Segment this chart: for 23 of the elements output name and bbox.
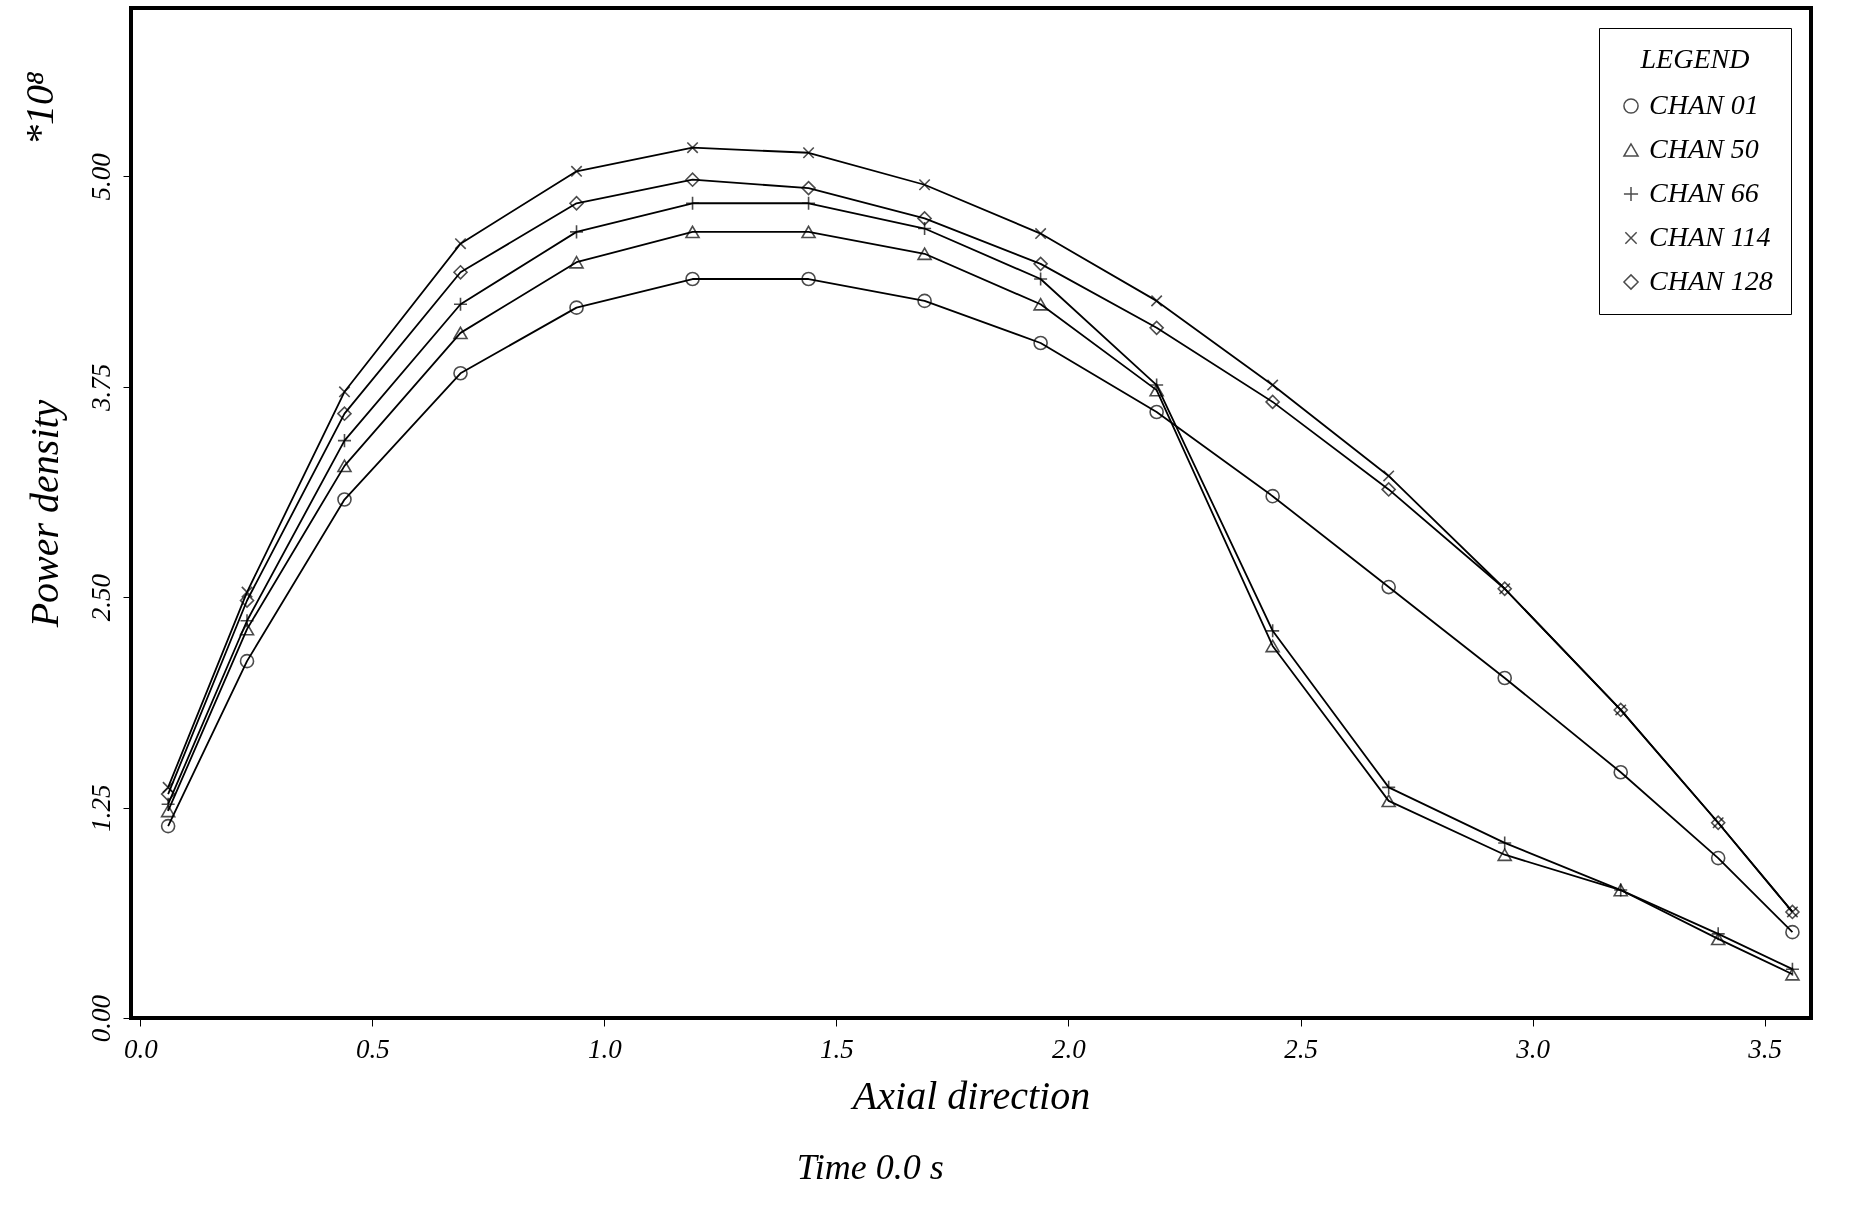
legend-label: CHAN 50 [1649, 133, 1759, 164]
x-tick-label: 3.0 [1515, 1033, 1551, 1064]
legend-title: LEGEND [1639, 43, 1750, 74]
y-tick-label: 3.75 [85, 363, 116, 412]
y-tick-label: 1.25 [85, 784, 116, 832]
x-axis-title: Axial direction [849, 1072, 1091, 1118]
y-tick-label: 5.00 [85, 152, 116, 201]
x-tick-label: 0.0 [123, 1033, 159, 1064]
x-tick-label: 1.0 [588, 1033, 623, 1064]
x-tick-label: 2.5 [1284, 1033, 1318, 1064]
y-tick-label: 0.00 [85, 994, 116, 1043]
text: Time 0.0 s [796, 1147, 944, 1187]
x-tick-label: 1.5 [820, 1033, 854, 1064]
x-tick-label: 0.5 [355, 1033, 390, 1064]
x-tick-label: 3.5 [1747, 1033, 1782, 1064]
y-axis-title: Power density [21, 399, 67, 629]
text: *10⁸ [17, 71, 62, 145]
x-tick-label: 2.0 [1052, 1033, 1087, 1064]
y-tick-label: 2.50 [85, 573, 116, 622]
legend-label: CHAN 01 [1649, 89, 1759, 120]
legend-label: CHAN 128 [1649, 265, 1773, 296]
legend-label: CHAN 114 [1649, 221, 1771, 252]
legend-label: CHAN 66 [1649, 177, 1759, 208]
